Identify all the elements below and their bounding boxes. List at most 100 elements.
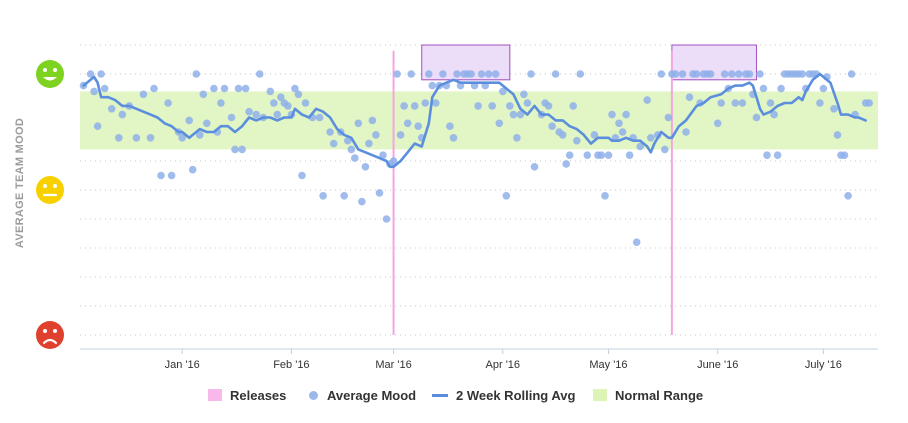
average-mood-point [185,116,193,125]
y-axis-title-text: AVERAGE TEAM MOOD [14,117,26,249]
x-axis-layer: Jan '16 Feb '16 Mar '16 Apr '16 May '16 June … [80,348,878,371]
average-mood-point [220,84,229,93]
average-mood-point [375,189,384,197]
average-mood-point [516,110,525,119]
average-mood-point [421,99,430,107]
average-mood-point [565,151,574,159]
average-mood-point [115,134,123,142]
x-tick-label: May '16 [589,359,627,371]
average-mood-point [717,99,725,107]
average-mood-point [488,102,497,110]
average-mood-point [344,136,352,145]
average-mood-point [798,70,807,78]
average-mood-point [735,70,743,78]
rolling-average-line [82,72,867,169]
average-mood-point [833,131,842,139]
average-mood-point [816,99,824,107]
average-mood-point [351,154,359,162]
average-mood-point [425,70,433,78]
mood-icon-layer [36,60,64,349]
average-mood-point [93,122,102,130]
average-mood-point [513,134,521,142]
average-mood-point [530,163,539,171]
legend-item[interactable]: Releases [208,386,286,404]
average-mood-point [372,131,380,139]
average-mood-point [661,145,669,154]
average-mood-point [227,113,236,122]
average-mood-point [273,110,282,119]
average-mood-point [146,134,155,142]
average-mood-point [139,90,148,99]
x-tick-label: Mar '16 [375,359,411,371]
face-smile [43,77,57,81]
average-mood-point [664,113,673,122]
average-mood-point [523,99,532,107]
neutral-face-icon [36,176,64,204]
average-mood-point [671,70,680,78]
average-mood-point [414,122,423,130]
average-mood-point [358,197,366,206]
average-mood-point [569,102,577,110]
average-mood-point [245,107,253,116]
face-circle [36,60,64,88]
legend-symbol [309,390,318,400]
legend-item[interactable]: 2 Week Rolling Avg [432,386,575,404]
average-mood-point [199,90,208,99]
average-mood-point [407,70,416,78]
average-mood-point [573,136,581,145]
average-mood-point [266,87,275,96]
legend-item[interactable]: Normal Range [593,386,703,404]
average-mood-point [770,110,778,119]
legend-item[interactable]: Average Mood [306,386,416,404]
average-mood-point [636,142,644,151]
average-mood-point [347,145,356,154]
average-mood-point [678,70,687,78]
average-mood-point [428,81,437,90]
average-mood-point [439,70,447,78]
face-circle [36,321,64,349]
average-mood-point [270,99,278,107]
average-mood-point [657,70,666,78]
average-mood-point [752,113,761,122]
legend-label: Releases [230,387,287,403]
face-eye [53,68,57,72]
average-mood-point [477,70,486,78]
average-mood-point [728,70,736,78]
average-mood-point [449,134,458,142]
average-mood-point [766,99,775,107]
average-mood-point [389,157,398,165]
average-mood-point [403,119,412,128]
face-eye [43,184,47,188]
average-mood-point [234,84,243,93]
face-frown [42,338,58,345]
average-mood-point [203,119,211,128]
x-tick-label: Feb '16 [273,359,309,371]
average-mood-point [100,84,109,93]
legend-symbol [432,393,448,397]
average-mood-point [759,84,768,93]
average-mood-point [400,102,408,110]
average-mood-point [277,93,285,101]
average-mood-point [368,116,377,125]
average-mood-point [178,134,186,142]
x-tick-label: July '16 [805,359,842,371]
average-mood-point [192,70,201,78]
average-mood-point [326,128,334,136]
average-mood-point [453,70,461,78]
average-mood-point [597,151,606,159]
average-mood-point [590,131,599,139]
average-mood-point [819,84,828,93]
average-mood-point [210,84,218,93]
face-circle [36,176,64,204]
average-mood-point [632,238,641,246]
average-mood-point [252,110,260,119]
average-mood-point [527,70,535,78]
average-mood-point [132,134,141,142]
average-mood-point [107,105,116,113]
face-eye [43,68,47,72]
average-mood-point [682,128,690,136]
average-mood-point [618,128,627,136]
average-mood-point [509,110,518,119]
average-mood-point [738,99,747,107]
